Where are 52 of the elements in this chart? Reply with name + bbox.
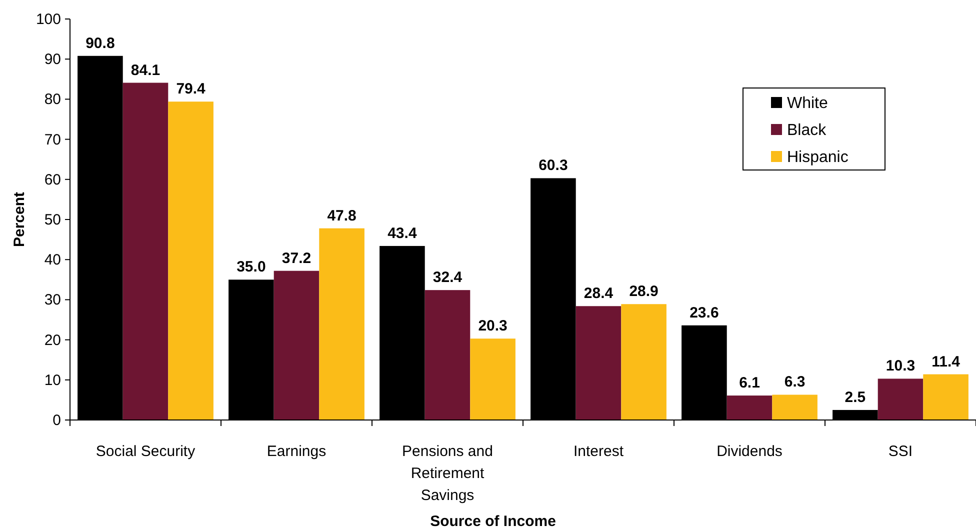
x-tick-label: Pensions and Retirement Savings <box>402 443 493 504</box>
bar <box>772 394 818 420</box>
data-label: 60.3 <box>538 157 568 174</box>
y-tick-label: 70 <box>44 131 61 148</box>
bar <box>923 374 968 420</box>
data-label: 6.1 <box>739 374 760 392</box>
y-tick-label: 40 <box>44 252 61 269</box>
data-label: 90.8 <box>86 34 115 52</box>
legend-label: Hispanic <box>787 149 848 166</box>
data-label: 28.4 <box>584 285 614 302</box>
y-tick-label: 60 <box>44 171 61 188</box>
y-axis-title: Percent <box>11 192 28 248</box>
bar <box>168 102 214 420</box>
y-tick-label: 0 <box>52 412 61 429</box>
bar <box>621 304 666 420</box>
x-tick-label: Social Security <box>96 443 196 460</box>
data-label: 6.3 <box>784 374 806 391</box>
bar <box>878 378 924 420</box>
data-label: 84.1 <box>130 62 160 79</box>
y-tick-label: 20 <box>44 332 61 349</box>
bar <box>319 228 364 420</box>
y-tick-label: 100 <box>36 11 61 28</box>
x-tick-label: Interest <box>573 443 624 460</box>
data-label: 2.5 <box>844 388 866 406</box>
bar <box>122 82 168 420</box>
data-label: 79.4 <box>176 80 206 98</box>
data-label: 23.6 <box>690 304 719 322</box>
y-tick-label: 90 <box>44 51 61 68</box>
y-tick-label: 10 <box>44 372 61 389</box>
x-axis-title: Source of Income <box>430 513 556 529</box>
bar <box>424 290 470 420</box>
bar <box>470 338 516 420</box>
x-tick-label: Earnings <box>266 443 326 460</box>
y-tick-label: 80 <box>44 91 61 108</box>
y-tick-label: 50 <box>44 212 61 228</box>
bar <box>274 270 320 420</box>
legend-label: White <box>787 95 828 112</box>
data-label: 20.3 <box>478 318 508 335</box>
data-label: 10.3 <box>886 358 916 375</box>
data-label: 37.2 <box>282 250 312 267</box>
data-label: 28.9 <box>629 283 658 300</box>
bar <box>726 396 772 420</box>
y-tick-label: 30 <box>44 292 61 309</box>
x-tick-label: Dividends <box>716 443 782 460</box>
data-label: 11.4 <box>932 353 961 370</box>
data-label: 35.0 <box>236 258 266 276</box>
data-label: 43.4 <box>388 224 418 242</box>
data-label: 47.8 <box>327 207 356 224</box>
x-tick-label: SSI <box>888 443 913 460</box>
legend-label: Black <box>787 122 828 139</box>
bar <box>576 306 622 420</box>
data-label: 32.4 <box>432 269 463 286</box>
